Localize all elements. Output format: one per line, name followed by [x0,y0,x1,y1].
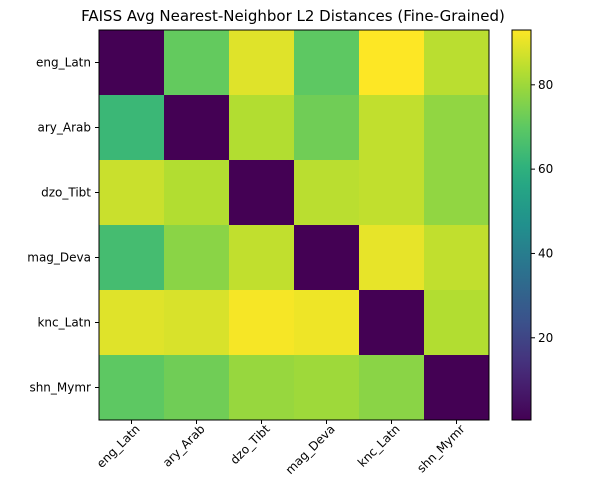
heatmap-cell [294,95,360,161]
x-axis-ticks: eng_Latn ary_Arab dzo_Tibt mag_Deva knc_Latn… [94,420,468,477]
x-tick-label: shn_Mymr [414,422,467,475]
y-tick-label: knc_Latn [37,316,91,330]
heatmap-cell [359,160,425,226]
colorbar: 20 40 60 80 [511,29,553,421]
x-tick-label: knc_Latn [355,422,403,470]
heatmap-cell [99,225,165,291]
heatmap-cell [164,290,230,356]
colorbar-frame [511,29,532,421]
heatmap-cell [164,355,230,421]
colorbar-tick-label: 40 [538,246,553,260]
heatmap-cell [229,160,295,226]
y-tick-label: ary_Arab [37,121,91,135]
plot-frame [98,29,490,421]
heatmap-cell [99,355,165,421]
x-tick-label: mag_Deva [283,422,338,477]
heatmap-cell [164,225,230,291]
heatmap-cell [164,30,230,96]
heatmap-cell [229,290,295,356]
heatmap-cell [359,95,425,161]
x-tick-label: ary_Arab [160,422,208,470]
heatmap-cell [359,355,425,421]
colorbar-tick-label: 20 [538,331,553,345]
y-tick-label: mag_Deva [27,251,91,265]
heatmap-cell [229,355,295,421]
heatmap-cell [359,30,425,96]
heatmap-cell [424,355,490,421]
heatmap-cell [229,30,295,96]
y-axis-ticks: eng_Latn ary_Arab dzo_Tibt mag_Deva knc_Latn… [27,56,99,395]
heatmap-cell [424,160,490,226]
chart-title: FAISS Avg Nearest-Neighbor L2 Distances … [81,7,505,25]
heatmap-cell [359,290,425,356]
heatmap-cell [294,225,360,291]
heatmap-cell [229,95,295,161]
y-tick-label: eng_Latn [36,56,91,70]
heatmap-cell [164,160,230,226]
y-tick-label: shn_Mymr [29,381,91,395]
x-tick-label: eng_Latn [94,422,143,471]
heatmap-cell [229,225,295,291]
heatmap-cells [99,30,490,421]
heatmap-cell [99,160,165,226]
heatmap-cell [294,290,360,356]
heatmap-cell [99,95,165,161]
colorbar-tick-label: 60 [538,162,553,176]
x-tick-label: dzo_Tibt [228,422,273,467]
heatmap-cell [294,30,360,96]
heatmap-cell [424,290,490,356]
colorbar-gradient [512,30,531,420]
y-tick-label: dzo_Tibt [41,186,91,200]
colorbar-tick-label: 80 [538,78,553,92]
heatmap-cell [99,290,165,356]
heatmap-cell [424,225,490,291]
heatmap-cell [424,30,490,96]
heatmap-cell [294,355,360,421]
heatmap-cell [359,225,425,291]
heatmap-cell [99,30,165,96]
heatmap-cell [294,160,360,226]
heatmap-cell [164,95,230,161]
heatmap-cell [424,95,490,161]
